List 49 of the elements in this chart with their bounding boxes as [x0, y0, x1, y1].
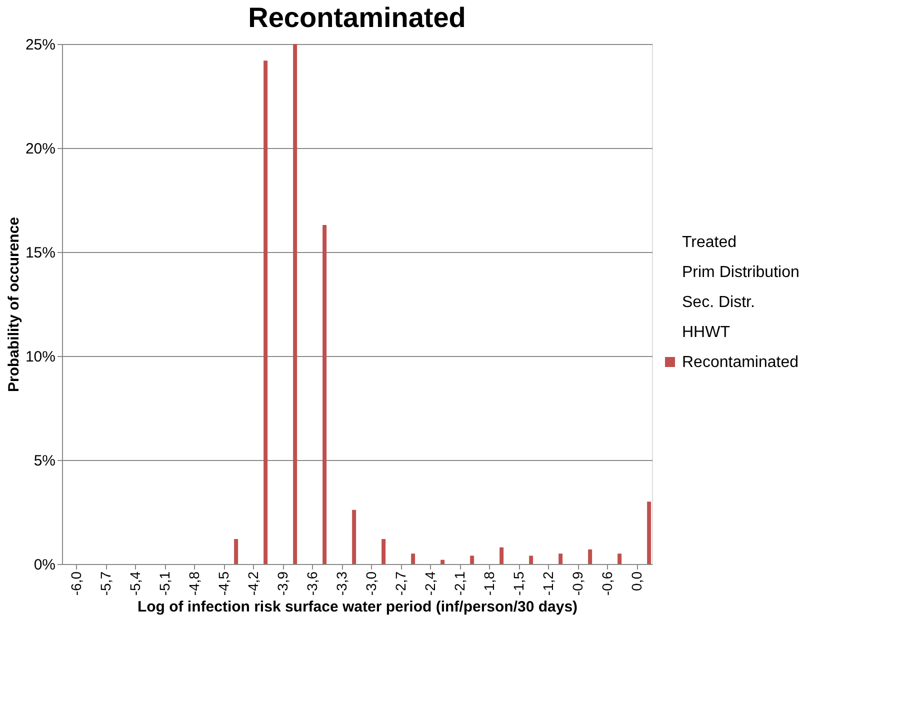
text: Treated	[682, 234, 737, 251]
x-tick-label: -2,4	[422, 571, 438, 596]
y-tick-label: 20%	[25, 140, 56, 158]
x-tick-label: -5,4	[126, 571, 143, 596]
x-axis-title: Log of infection risk surface water period (inf/person/30 days)	[137, 598, 578, 616]
bar	[411, 554, 416, 564]
bar	[264, 60, 268, 564]
text: Sec. Distr.	[682, 294, 755, 311]
y-tick-label: 0%	[34, 556, 56, 574]
y-axis-title: Probability of occurence	[5, 216, 22, 392]
bar	[352, 510, 356, 564]
x-tick-label: -0,9	[569, 571, 586, 596]
y-tick-label: 15%	[25, 244, 56, 262]
bar	[500, 547, 504, 564]
x-tick-label: -3,3	[333, 571, 350, 596]
text: HHWT	[682, 324, 730, 341]
x-tick-label: -0,6	[598, 571, 615, 596]
x-tick-label: -3,6	[304, 571, 320, 596]
bar	[234, 539, 238, 564]
x-tick-label: -1,2	[540, 571, 556, 596]
x-tick-label: -5,1	[156, 571, 172, 596]
x-tick-label: -2,1	[451, 571, 468, 596]
bar	[618, 554, 622, 564]
y-tick-label: 10%	[25, 348, 56, 366]
chart-title: Recontaminated	[248, 2, 466, 33]
bar	[529, 556, 534, 564]
bar	[322, 224, 327, 564]
legend-label: Recontaminated	[682, 354, 799, 371]
bar	[588, 549, 592, 564]
bar	[382, 539, 386, 564]
x-tick-label: -3,0	[362, 571, 379, 596]
y-tick-label: 25%	[25, 36, 56, 54]
bar	[293, 44, 298, 564]
x-tick-label: -6,0	[68, 571, 84, 596]
x-tick-label: -4,5	[215, 571, 232, 596]
x-tick-label: -1,5	[510, 571, 526, 596]
text: Prim Distribution	[682, 264, 800, 281]
bar	[470, 556, 474, 564]
x-tick-label: -1,8	[480, 571, 497, 596]
x-tick-label: -5,7	[97, 571, 114, 596]
bar	[558, 554, 563, 564]
y-tick-label: 5%	[34, 452, 56, 470]
x-tick-label: -2,7	[392, 571, 408, 596]
bar	[647, 502, 652, 564]
x-tick-label: 0,0	[628, 571, 644, 591]
x-tick-label: -4,2	[244, 571, 261, 596]
bar	[440, 560, 445, 564]
x-tick-label: -4,8	[186, 571, 202, 596]
x-tick-label: -3,9	[274, 571, 290, 596]
